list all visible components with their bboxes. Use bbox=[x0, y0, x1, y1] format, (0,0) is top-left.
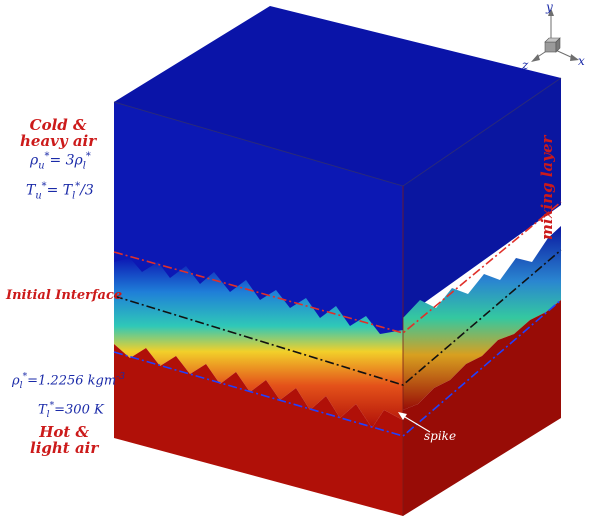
t-l-symbol: T bbox=[38, 402, 47, 418]
rho-l-exp: -3 bbox=[116, 372, 126, 382]
axis-z-label: z bbox=[522, 58, 529, 72]
t-lower-equation: Tl*=300 K bbox=[38, 401, 104, 420]
rho-l-eq: =1.2256 kgm bbox=[27, 373, 117, 389]
rho-u-sup: * bbox=[44, 151, 50, 162]
axis-y-label: y bbox=[546, 0, 553, 14]
rho-u-rhs-sub: l bbox=[82, 160, 86, 172]
t-upper-equation: Tu*= Tl*/3 bbox=[26, 181, 94, 202]
rho-u-rhs-sup: * bbox=[85, 151, 91, 162]
hot-line-1: Hot & bbox=[39, 423, 90, 441]
rho-l-symbol: ρ bbox=[12, 373, 20, 389]
axis-cube-icon bbox=[544, 41, 557, 53]
cube-right-mixing-region bbox=[403, 226, 561, 410]
rho-l-sup: * bbox=[22, 372, 28, 382]
rho-u-sub: u bbox=[38, 160, 45, 172]
t-u-sub: u bbox=[35, 190, 42, 202]
rho-upper-equation: ρu*= 3ρl* bbox=[30, 151, 91, 172]
rho-l-sub: l bbox=[19, 380, 23, 391]
t-u-tail: /3 bbox=[80, 182, 94, 199]
cube-front-light-region bbox=[114, 344, 403, 516]
cube-right-light-region bbox=[403, 300, 561, 516]
axis-x-label: x bbox=[578, 54, 585, 68]
rho-u-eq: = 3ρ bbox=[49, 152, 83, 169]
mixing-layer-label: mixing layer bbox=[538, 135, 556, 240]
rho-u-symbol: ρ bbox=[30, 152, 39, 169]
hot-light-air-label: Hot & light air bbox=[30, 423, 99, 457]
rho-lower-equation: ρl*=1.2256 kgm-3 bbox=[12, 372, 126, 391]
t-l-eq: =300 K bbox=[54, 402, 104, 418]
axis-triad bbox=[531, 8, 579, 62]
t-l-sub: l bbox=[46, 409, 50, 420]
t-u-sup: * bbox=[41, 181, 47, 192]
cold-line-1: Cold & bbox=[29, 116, 87, 134]
cube-right-heavy-region bbox=[403, 78, 561, 318]
spike-arrowhead bbox=[398, 412, 407, 420]
t-u-symbol: T bbox=[26, 182, 36, 199]
initial-interface-line bbox=[113, 249, 562, 386]
cold-line-2: heavy air bbox=[20, 131, 97, 150]
cube-front-mixing-region bbox=[114, 258, 403, 428]
hot-line-2: light air bbox=[30, 438, 99, 457]
t-u-eq: = T bbox=[46, 182, 73, 199]
initial-interface-label: Initial Interface bbox=[6, 288, 123, 303]
t-u-rhs-sub: l bbox=[72, 190, 76, 202]
cube-top-face bbox=[114, 6, 561, 186]
cold-heavy-air-label: Cold & heavy air bbox=[20, 116, 97, 150]
t-u-rhs-sup: * bbox=[75, 181, 81, 192]
spike-label: spike bbox=[424, 429, 457, 443]
t-l-sup: * bbox=[49, 401, 55, 411]
